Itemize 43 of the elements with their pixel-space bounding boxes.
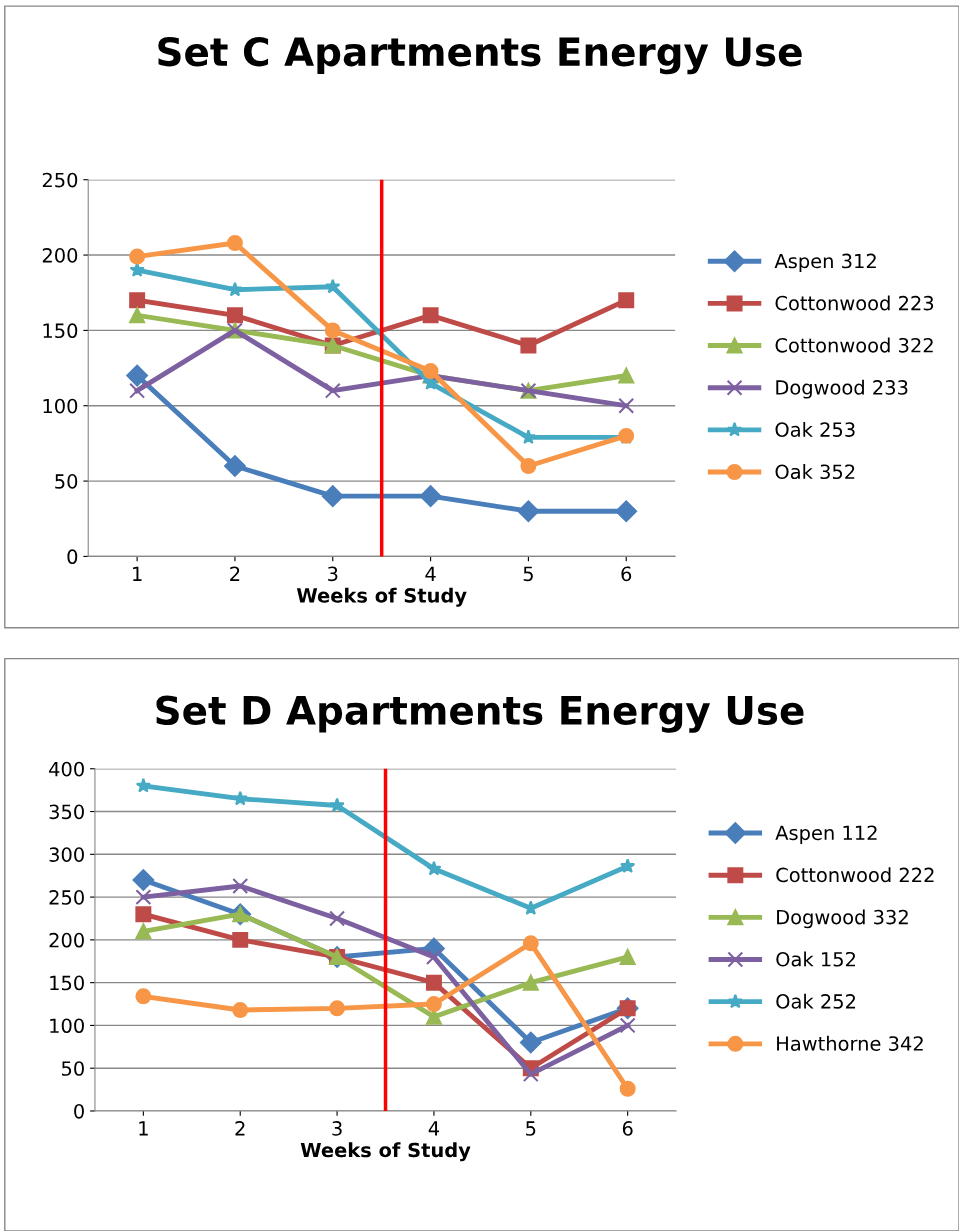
legend-label: Oak 252 [776, 993, 856, 1009]
y-tick-label: 50 [55, 474, 78, 489]
legend-label: Cottonwood 223 [775, 295, 934, 311]
x-tick-label: 6 [622, 1121, 633, 1136]
x-tick-label: 3 [332, 1121, 342, 1136]
legend-label: Cottonwood 322 [775, 337, 933, 353]
y-tick-label: 100 [50, 1018, 84, 1034]
x-tick-label: 4 [428, 1121, 440, 1136]
legend-label: Cottonwood 222 [776, 867, 934, 883]
y-tick-label: 50 [61, 1061, 84, 1076]
x-tick-label: 2 [235, 1121, 245, 1136]
x-axis-title: Weeks of Study [296, 587, 467, 607]
x-tick-label: 6 [621, 566, 632, 582]
x-tick-label: 3 [328, 566, 338, 582]
chart-title: Set C Apartments Energy Use [158, 36, 802, 75]
y-tick-label: 400 [49, 761, 84, 777]
y-tick-label: 250 [42, 172, 78, 188]
legend-label: Aspen 312 [774, 253, 876, 273]
y-tick-label: 200 [49, 932, 84, 948]
y-tick-label: 200 [42, 248, 78, 263]
legend-label: Dogwood 233 [776, 379, 908, 399]
legend-label: Oak 352 [775, 464, 855, 480]
x-tick-label: 4 [425, 566, 436, 581]
legend-label: Oak 152 [776, 951, 856, 967]
legend-label: Hawthorne 342 [777, 1035, 923, 1051]
x-tick-label: 5 [523, 566, 533, 582]
y-tick-label: 100 [43, 398, 78, 414]
x-tick-label: 1 [133, 566, 142, 581]
legend-label: Oak 253 [775, 421, 855, 437]
chart-title: Set D Apartments Energy Use [156, 695, 804, 733]
x-axis-title: Weeks of Study [300, 1142, 471, 1162]
legend-label: Dogwood 332 [777, 909, 908, 929]
legend-label: Aspen 112 [775, 825, 877, 844]
y-tick-label: 150 [43, 323, 78, 339]
x-tick-label: 1 [139, 1121, 148, 1136]
y-tick-label: 0 [67, 549, 78, 565]
y-tick-label: 350 [49, 804, 84, 820]
x-tick-label: 5 [526, 1121, 536, 1136]
y-tick-label: 150 [50, 975, 84, 991]
y-tick-label: 300 [49, 847, 84, 862]
y-tick-label: 0 [74, 1103, 84, 1119]
x-tick-label: 2 [230, 566, 240, 581]
y-tick-label: 250 [49, 890, 84, 905]
